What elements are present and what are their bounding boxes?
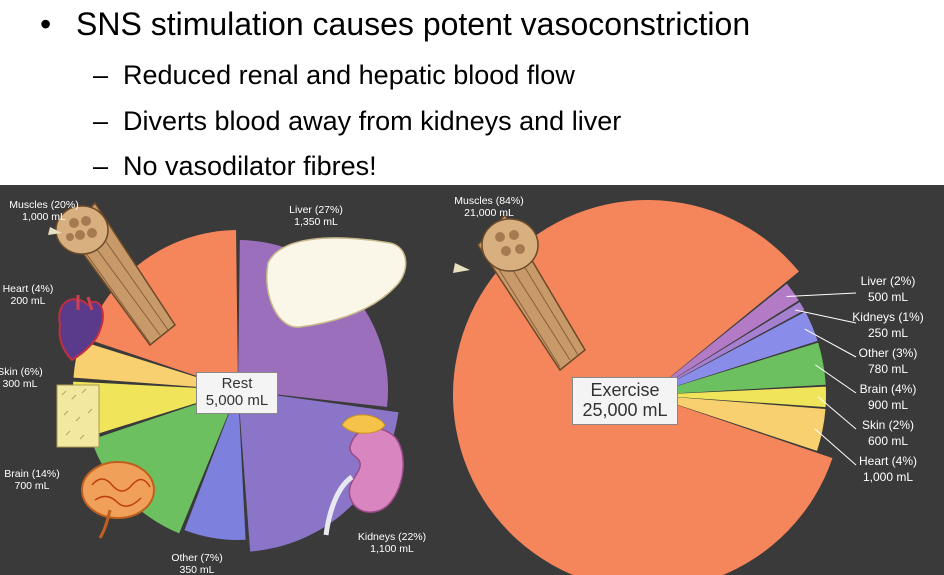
muscle-fiber-icon xyxy=(48,201,177,347)
label-pct: 1% xyxy=(902,310,920,324)
main-bullet-text: SNS stimulation causes potent vasoconstr… xyxy=(76,6,751,42)
exercise-leader-lines xyxy=(786,292,857,466)
rest-label-heart: Heart (4%) 200 mL xyxy=(2,283,54,307)
dash-icon: – xyxy=(93,151,109,181)
leader-line-heart xyxy=(814,428,857,466)
brain-icon xyxy=(81,461,155,539)
kidney-icon xyxy=(323,414,404,536)
sub-bullet-text: Reduced renal and hepatic blood flow xyxy=(123,60,575,90)
label-pct: 2% xyxy=(892,418,911,432)
exercise-slice-liver xyxy=(648,283,799,395)
exercise-label-brain: Brain (4%) 900 mL xyxy=(859,382,917,412)
exercise-label-skin: Skin (2%) 600 mL xyxy=(861,418,915,448)
label-pct: 4% xyxy=(34,283,50,295)
label-pct: 20% xyxy=(54,199,76,211)
sub-bullet: – No vasodilator fibres! xyxy=(93,151,377,182)
label-ml: 21,000 mL xyxy=(464,207,514,219)
label-pct: 6% xyxy=(24,366,40,378)
exercise-center-box: Exercise 25,000 mL xyxy=(572,377,678,425)
label-ml: 900 mL xyxy=(867,398,909,412)
skin-patch-icon xyxy=(56,384,100,448)
label-name: Brain xyxy=(859,382,888,396)
exercise-slice-brain xyxy=(648,342,826,395)
label-pct: 22% xyxy=(401,531,423,543)
rest-label-liver: Liver (27%) 1,350 mL xyxy=(289,204,343,228)
blood-flow-figure: Muscles (20%) 1,000 mL Liver (27%) 1,350… xyxy=(0,185,944,575)
exercise-slice-skin xyxy=(648,386,826,408)
rest-center-total: 5,000 mL xyxy=(205,392,269,409)
exercise-center-total: 25,000 mL xyxy=(582,400,668,420)
rest-slice-other xyxy=(184,390,246,540)
bullet-dot-icon: • xyxy=(40,6,52,42)
sub-bullet: – Reduced renal and hepatic blood flow xyxy=(93,60,575,91)
rest-center-title: Rest xyxy=(221,375,253,392)
label-name: Heart xyxy=(858,454,889,468)
label-name: Liver xyxy=(289,204,312,216)
pie-charts-svg xyxy=(48,200,857,575)
label-pct: 4% xyxy=(895,454,914,468)
label-name: Skin xyxy=(861,418,886,432)
exercise-center-title: Exercise xyxy=(590,380,660,400)
sub-bullet-text: No vasodilator fibres! xyxy=(123,151,377,181)
rest-label-kidneys: Kidneys (22%) 1,100 mL xyxy=(357,531,427,555)
label-pct: 3% xyxy=(896,346,914,360)
sub-bullet: – Diverts blood away from kidneys and liv… xyxy=(93,106,621,137)
exercise-slice-heart xyxy=(648,395,826,451)
label-ml: 1,000 mL xyxy=(22,211,66,223)
label-name: Skin xyxy=(0,366,18,378)
exercise-label-muscles: Muscles (84%) 21,000 mL xyxy=(454,195,524,219)
dash-icon: – xyxy=(93,60,109,90)
leader-line-liver xyxy=(786,292,857,298)
label-pct: 7% xyxy=(204,552,220,564)
label-ml: 300 mL xyxy=(2,378,38,390)
exercise-muscle-icon xyxy=(453,213,586,372)
rest-label-brain: Brain (14%) 700 mL xyxy=(4,468,60,492)
label-ml: 1,100 mL xyxy=(370,543,414,555)
label-name: Kidneys xyxy=(357,531,396,543)
label-name: Heart xyxy=(2,283,29,295)
label-pct: 14% xyxy=(35,468,57,480)
label-ml: 700 mL xyxy=(14,480,50,492)
exercise-label-other: Other (3%) 780 mL xyxy=(858,346,918,376)
dash-icon: – xyxy=(93,106,109,136)
label-name: Liver xyxy=(860,274,887,288)
exercise-slice-other xyxy=(648,311,818,395)
leader-line-brain xyxy=(815,364,857,394)
rest-center-box: Rest 5,000 mL xyxy=(196,372,278,414)
label-name: Muscles xyxy=(9,199,48,211)
label-name: Muscles xyxy=(454,195,493,207)
label-ml: 1,350 mL xyxy=(294,216,338,228)
label-ml: 200 mL xyxy=(10,295,46,307)
leader-line-kidneys xyxy=(795,309,857,324)
exercise-label-liver: Liver (2%) 500 mL xyxy=(860,274,916,304)
leader-line-skin xyxy=(817,396,857,430)
label-pct: 84% xyxy=(499,195,521,207)
label-pct: 2% xyxy=(894,274,912,288)
slide-bullets: • SNS stimulation causes potent vasoconst… xyxy=(0,0,944,185)
heart-organ-icon xyxy=(58,295,104,362)
sub-bullet-text: Diverts blood away from kidneys and live… xyxy=(123,106,622,136)
label-ml: 780 mL xyxy=(867,362,909,376)
rest-label-other: Other (7%) 350 mL xyxy=(171,552,223,575)
label-ml: 350 mL xyxy=(179,564,215,575)
label-pct: 27% xyxy=(318,204,340,216)
label-name: Other xyxy=(858,346,889,360)
label-name: Brain xyxy=(4,468,29,480)
label-ml: 250 mL xyxy=(867,326,909,340)
exercise-slice-kidneys xyxy=(648,301,805,395)
leader-line-other xyxy=(804,328,857,358)
label-ml: 500 mL xyxy=(867,290,909,304)
label-name: Kidneys xyxy=(852,310,896,324)
exercise-label-heart: Heart (4%) 1,000 mL xyxy=(858,454,918,484)
exercise-label-kidneys: Kidneys (1%) 250 mL xyxy=(852,310,924,340)
liver-icon xyxy=(266,237,407,328)
main-bullet: • SNS stimulation causes potent vasoconst… xyxy=(40,6,750,43)
label-name: Other xyxy=(171,552,198,564)
label-ml: 600 mL xyxy=(867,434,909,448)
label-ml: 1,000 mL xyxy=(862,470,914,484)
label-pct: 4% xyxy=(895,382,913,396)
rest-label-muscles: Muscles (20%) 1,000 mL xyxy=(9,199,79,223)
rest-label-skin: Skin (6%) 300 mL xyxy=(0,366,43,390)
